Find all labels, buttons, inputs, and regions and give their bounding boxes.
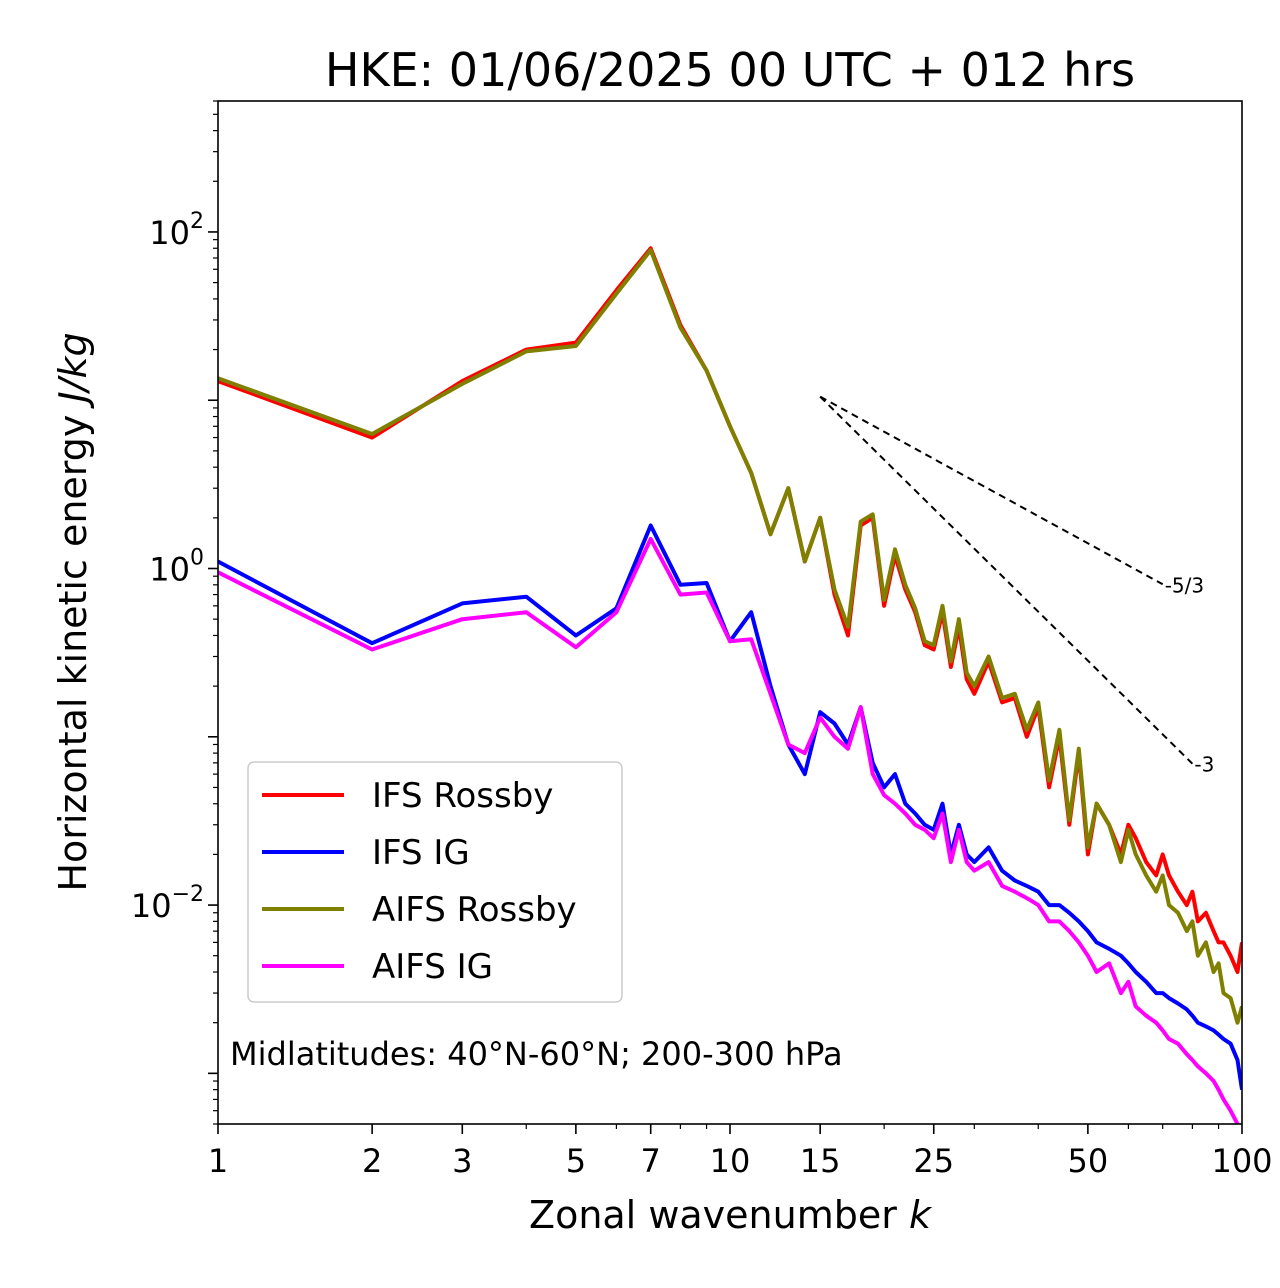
legend: IFS Rossby IFS IG AIFS Rossby AIFS IG: [247, 761, 623, 1003]
legend-label: AIFS Rossby: [372, 890, 577, 930]
series-line-aifs-ig: [218, 536, 1240, 1124]
legend-box: [247, 761, 623, 1003]
x-tick-label: 5: [566, 1142, 586, 1180]
series-layer: [218, 246, 1242, 1124]
y-axis-label-text: Horizontal kinetic energy: [51, 415, 95, 892]
series-line-ifs-ig: [218, 523, 1242, 1090]
reference-slope-line: [819, 395, 1164, 586]
reference-slope-label: -3: [1194, 753, 1214, 777]
series-line-aifs-rossby: [218, 248, 1242, 1025]
legend-label: AIFS IG: [372, 947, 493, 987]
plot-frame: [217, 100, 1243, 1125]
y-tick-label: 10−2: [131, 882, 204, 925]
reference-slopes: -5/3 -3: [819, 395, 1214, 777]
y-axis-label-unit: J/kg: [51, 332, 95, 409]
legend-label: IFS Rossby: [372, 776, 553, 816]
x-tick-label: 3: [452, 1142, 472, 1180]
x-tick-label: 10: [710, 1142, 751, 1180]
x-tick-label: 15: [800, 1142, 841, 1180]
region-annotation: Midlatitudes: 40°N-60°N; 200-300 hPa: [230, 1035, 843, 1073]
y-tick-label: 102: [149, 209, 204, 252]
x-tick-label: 1: [208, 1142, 228, 1180]
x-tick-label: 2: [362, 1142, 382, 1180]
chart-title: HKE: 01/06/2025 00 UTC + 012 hrs: [325, 43, 1135, 97]
x-tick-label: 7: [641, 1142, 661, 1180]
x-axis-label-var: k: [909, 1193, 933, 1237]
x-tick-label: 100: [1211, 1142, 1272, 1180]
x-axis-label-text: Zonal wavenumber: [529, 1193, 897, 1237]
axis-ticks: 1 2 3 5 7 10 15 25 50 100 102 100 10−2: [131, 100, 1273, 1180]
reference-slope-line: [819, 395, 1194, 765]
y-tick-label: 100: [149, 546, 204, 589]
x-tick-label: 50: [1068, 1142, 1109, 1180]
x-tick-label: 25: [913, 1142, 954, 1180]
reference-slope-label: -5/3: [1165, 573, 1204, 597]
y-axis-label: Horizontal kinetic energy J/kg: [51, 332, 95, 891]
legend-label: IFS IG: [372, 833, 470, 873]
x-axis-label: Zonal wavenumber k: [529, 1193, 933, 1237]
